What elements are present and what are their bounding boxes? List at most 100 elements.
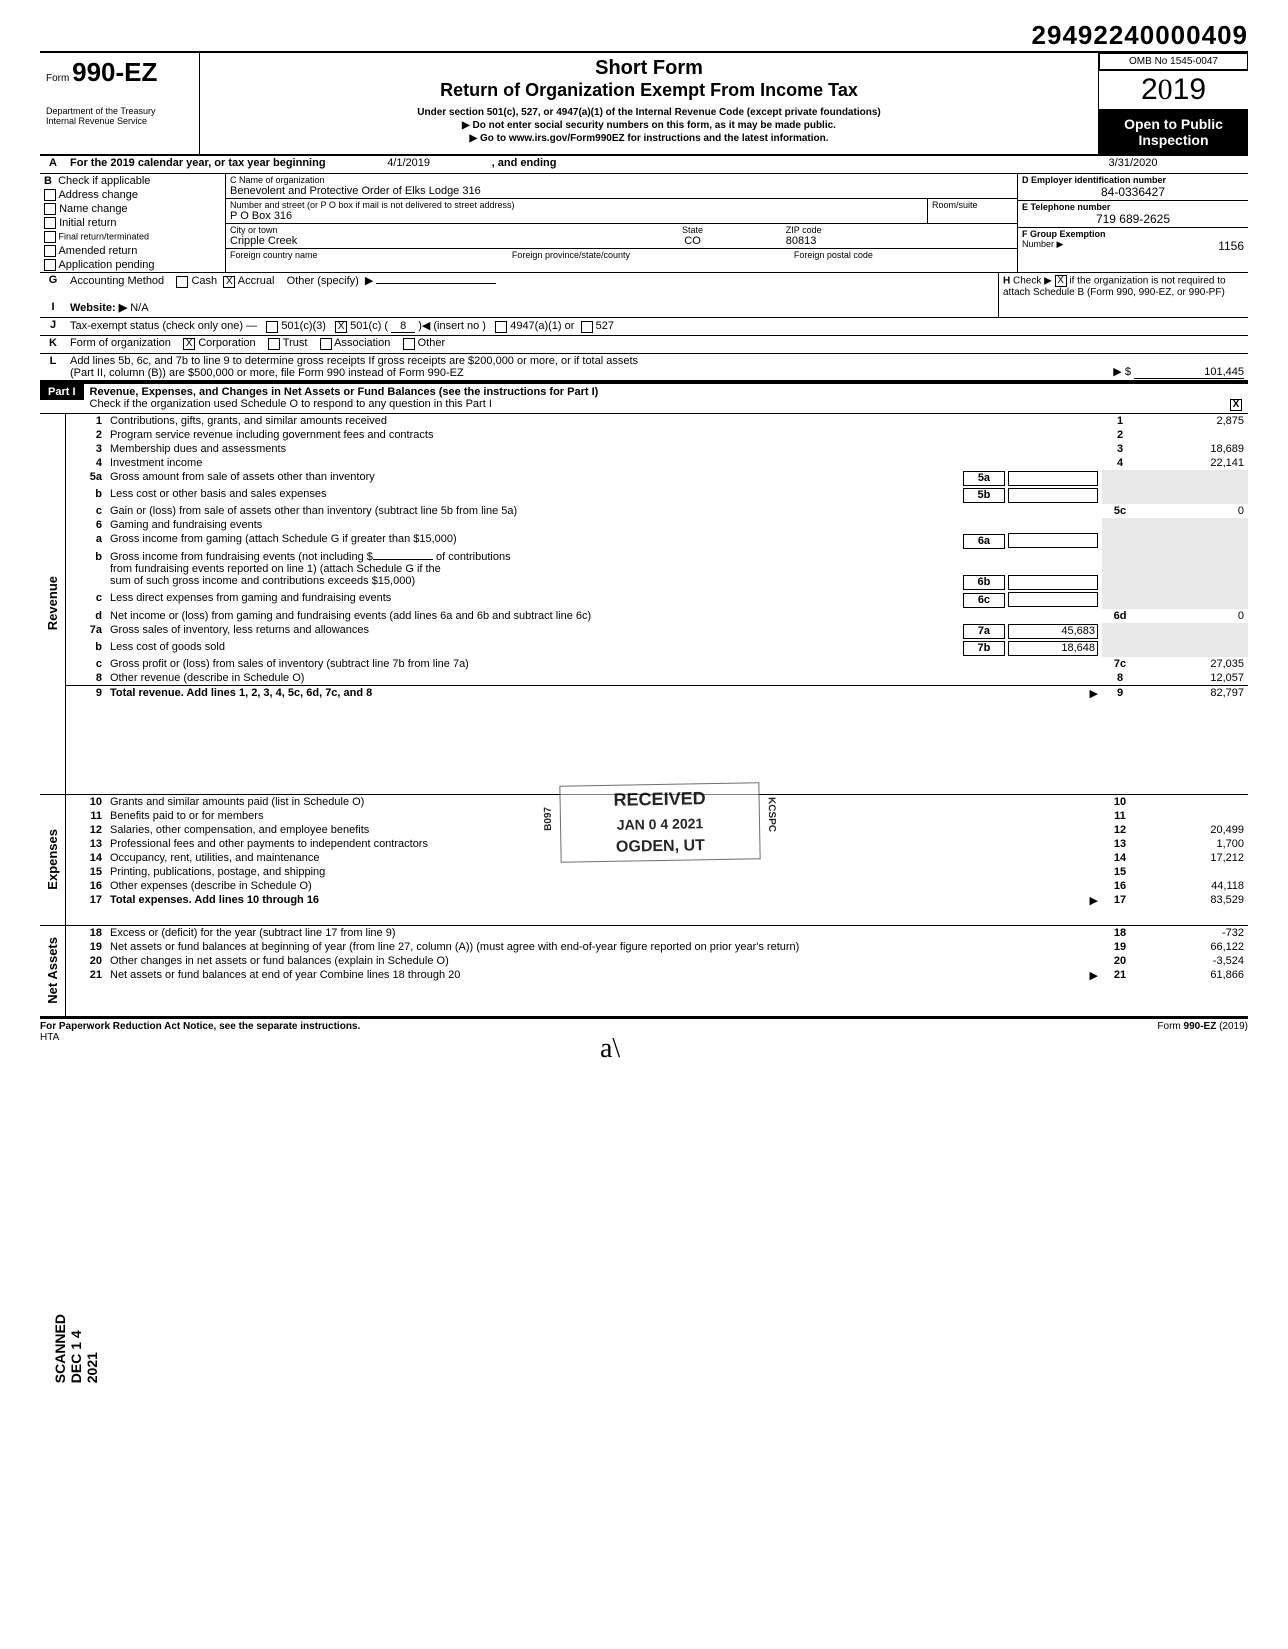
line-l: L Add lines 5b, 6c, and 7b to line 9 to … (40, 354, 1248, 382)
title-main: Return of Organization Exempt From Incom… (208, 80, 1090, 101)
scanned-stamp: SCANNED DEC 1 4 2021 (52, 1314, 100, 1383)
j-insert: )◀ (insert no ) (418, 320, 486, 332)
year-box: OMB No 1545-0047 20201919 Open to Public… (1098, 53, 1248, 154)
title-short: Short Form (208, 57, 1090, 80)
website-value: N/A (130, 302, 148, 314)
j-527: 527 (596, 320, 614, 332)
footer-hta: HTA (40, 1032, 59, 1043)
stamp-date: JAN 0 4 2021 (571, 814, 749, 833)
c-city-label: City or town (230, 225, 278, 235)
line-i: I Website: ▶ N/A (40, 300, 1248, 318)
b-final: Final return/terminated (59, 232, 150, 242)
b-address: Address change (58, 189, 138, 201)
footer-form: 990-EZ (1184, 1021, 1217, 1032)
document-id: 29492240000409 (1032, 20, 1248, 50)
c-zip-label: ZIP code (786, 225, 822, 235)
i-label: Website: ▶ (70, 302, 127, 314)
checkbox-corp[interactable]: X (183, 338, 195, 350)
checkbox-accrual[interactable]: X (223, 276, 235, 288)
checkbox-amended[interactable] (44, 245, 56, 257)
title-ssn: Do not enter social security numbers on … (473, 120, 836, 131)
top-bar: 29492240000409 (40, 20, 1248, 51)
k-other: Other (418, 337, 446, 349)
b-initial: Initial return (59, 217, 116, 229)
l-text1: Add lines 5b, 6c, and 7b to line 9 to de… (70, 355, 638, 367)
checkbox-501c[interactable]: X (335, 321, 347, 333)
entity-block: B Check if applicable Address change Nam… (40, 174, 1248, 273)
checkbox-pending[interactable] (44, 259, 56, 271)
part1-header: Part I Revenue, Expenses, and Changes in… (40, 382, 1248, 413)
open-public-1: Open to Public (1124, 116, 1223, 132)
initial-mark: a\ (600, 1033, 1288, 1065)
line-k: K Form of organization X Corporation Tru… (40, 336, 1248, 354)
org-street: P O Box 316 (230, 210, 292, 222)
org-zip: 80813 (786, 235, 817, 247)
checkbox-assoc[interactable] (320, 338, 332, 350)
k-corp: Corporation (198, 337, 255, 349)
checkbox-trust[interactable] (268, 338, 280, 350)
j-4947: 4947(a)(1) or (510, 320, 574, 332)
org-state: CO (684, 235, 701, 247)
tax-year-begin: 4/1/2019 (329, 157, 489, 169)
checkbox-initial[interactable] (44, 217, 56, 229)
side-expenses: Expenses (45, 829, 60, 890)
line-a: A For the 2019 calendar year, or tax yea… (40, 156, 1248, 174)
checkbox-name[interactable] (44, 203, 56, 215)
dept-irs: Internal Revenue Service (46, 116, 193, 126)
stamp-side1: B097 (543, 806, 554, 830)
form-header: Form 990-EZ Department of the Treasury I… (40, 51, 1248, 156)
part1-check-text: Check if the organization used Schedule … (90, 398, 492, 410)
checkbox-part1-scho[interactable]: X (1230, 399, 1242, 411)
d-label: D Employer identification number (1022, 175, 1166, 185)
b-pending: Application pending (58, 259, 154, 271)
title-goto: Go to www.irs.gov/Form990EZ for instruct… (480, 133, 829, 144)
received-stamp: RECEIVED JAN 0 4 2021 OGDEN, UT B097 KCS… (559, 782, 760, 862)
checkbox-final[interactable] (44, 231, 56, 243)
e-label: E Telephone number (1022, 202, 1110, 212)
g-accrual: Accrual (238, 275, 275, 287)
checkbox-h[interactable]: X (1055, 275, 1067, 287)
dept-treasury: Department of the Treasury (46, 106, 193, 116)
foreign-prov-label: Foreign province/state/county (508, 249, 790, 261)
omb-number: OMB No 1545-0047 (1099, 53, 1248, 70)
title-under: Under section 501(c), 527, or 4947(a)(1)… (208, 107, 1090, 118)
footer-left: For Paperwork Reduction Act Notice, see … (40, 1021, 360, 1032)
b-amended: Amended return (58, 245, 137, 257)
line-a-label: For the 2019 calendar year, or tax year … (70, 157, 326, 169)
checkbox-address[interactable] (44, 189, 56, 201)
gross-receipts: 101,445 (1134, 366, 1244, 379)
checkbox-cash[interactable] (176, 276, 188, 288)
g-label: Accounting Method (70, 275, 164, 287)
netassets-table: 18Excess or (deficit) for the year (subt… (66, 926, 1248, 983)
revenue-table: 1Contributions, gifts, grants, and simil… (66, 414, 1248, 702)
k-assoc: Association (334, 337, 390, 349)
open-public-2: Inspection (1138, 132, 1208, 148)
checkbox-4947[interactable] (495, 321, 507, 333)
side-netassets: Net Assets (45, 937, 60, 1004)
k-label: Form of organization (70, 337, 171, 349)
form-label-block: Form 990-EZ Department of the Treasury I… (40, 53, 200, 154)
c-street-label: Number and street (or P O box if mail is… (230, 200, 514, 210)
foreign-country-label: Foreign country name (226, 249, 508, 261)
foreign-postal-label: Foreign postal code (790, 249, 1017, 261)
side-revenue: Revenue (45, 576, 60, 630)
room-suite-label: Room/suite (927, 199, 1017, 223)
c-state-label: State (682, 225, 703, 235)
j-501c-num: 8 (391, 320, 415, 333)
title-block: Short Form Return of Organization Exempt… (200, 53, 1098, 154)
part1-label: Part I (40, 384, 84, 400)
checkbox-527[interactable] (581, 321, 593, 333)
l-arrow: ▶ $ (1113, 366, 1131, 378)
form-number: 990-EZ (72, 57, 157, 87)
checkbox-other[interactable] (403, 338, 415, 350)
c-label: C Name of organization (230, 175, 325, 185)
g-cash: Cash (191, 275, 217, 287)
stamp-city: OGDEN, UT (571, 836, 749, 857)
l-text2: (Part II, column (B)) are $500,000 or mo… (70, 367, 464, 379)
stamp-side2: KCSPC (766, 797, 778, 832)
checkbox-501c3[interactable] (266, 321, 278, 333)
b-name: Name change (59, 203, 128, 215)
org-name: Benevolent and Protective Order of Elks … (230, 185, 481, 197)
org-city: Cripple Creek (230, 235, 297, 247)
h-label: Check ▶ (1013, 276, 1052, 287)
